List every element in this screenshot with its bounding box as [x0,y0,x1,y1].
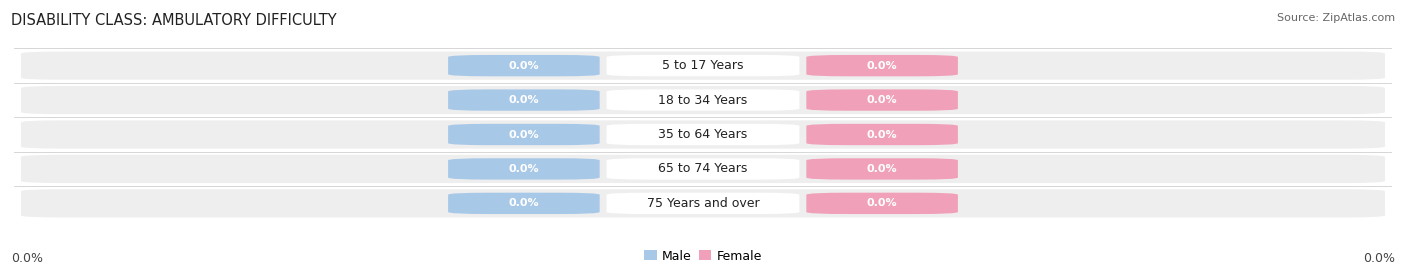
FancyBboxPatch shape [21,121,1385,148]
FancyBboxPatch shape [807,124,957,145]
Text: 65 to 74 Years: 65 to 74 Years [658,162,748,175]
FancyBboxPatch shape [606,89,800,111]
Text: 0.0%: 0.0% [509,129,538,140]
FancyBboxPatch shape [449,124,599,145]
FancyBboxPatch shape [449,55,599,76]
Text: 0.0%: 0.0% [509,61,538,71]
FancyBboxPatch shape [807,89,957,111]
FancyBboxPatch shape [807,193,957,214]
FancyBboxPatch shape [21,189,1385,217]
Text: DISABILITY CLASS: AMBULATORY DIFFICULTY: DISABILITY CLASS: AMBULATORY DIFFICULTY [11,13,337,29]
FancyBboxPatch shape [449,193,599,214]
Text: 0.0%: 0.0% [868,164,897,174]
Legend: Male, Female: Male, Female [644,250,762,263]
FancyBboxPatch shape [606,124,800,145]
Text: 35 to 64 Years: 35 to 64 Years [658,128,748,141]
Text: 0.0%: 0.0% [509,95,538,105]
Text: 0.0%: 0.0% [868,95,897,105]
Text: 0.0%: 0.0% [868,61,897,71]
Text: 0.0%: 0.0% [1362,252,1395,265]
FancyBboxPatch shape [807,55,957,76]
FancyBboxPatch shape [21,86,1385,114]
FancyBboxPatch shape [449,158,599,180]
FancyBboxPatch shape [606,55,800,76]
FancyBboxPatch shape [606,193,800,214]
Text: 0.0%: 0.0% [868,198,897,208]
FancyBboxPatch shape [21,52,1385,80]
Text: 0.0%: 0.0% [11,252,44,265]
FancyBboxPatch shape [807,158,957,180]
Text: 0.0%: 0.0% [868,129,897,140]
Text: 0.0%: 0.0% [509,198,538,208]
Text: 75 Years and over: 75 Years and over [647,197,759,210]
FancyBboxPatch shape [606,158,800,180]
FancyBboxPatch shape [449,89,599,111]
Text: 5 to 17 Years: 5 to 17 Years [662,59,744,72]
Text: Source: ZipAtlas.com: Source: ZipAtlas.com [1277,13,1395,23]
Text: 18 to 34 Years: 18 to 34 Years [658,94,748,107]
Text: 0.0%: 0.0% [509,164,538,174]
FancyBboxPatch shape [21,155,1385,183]
